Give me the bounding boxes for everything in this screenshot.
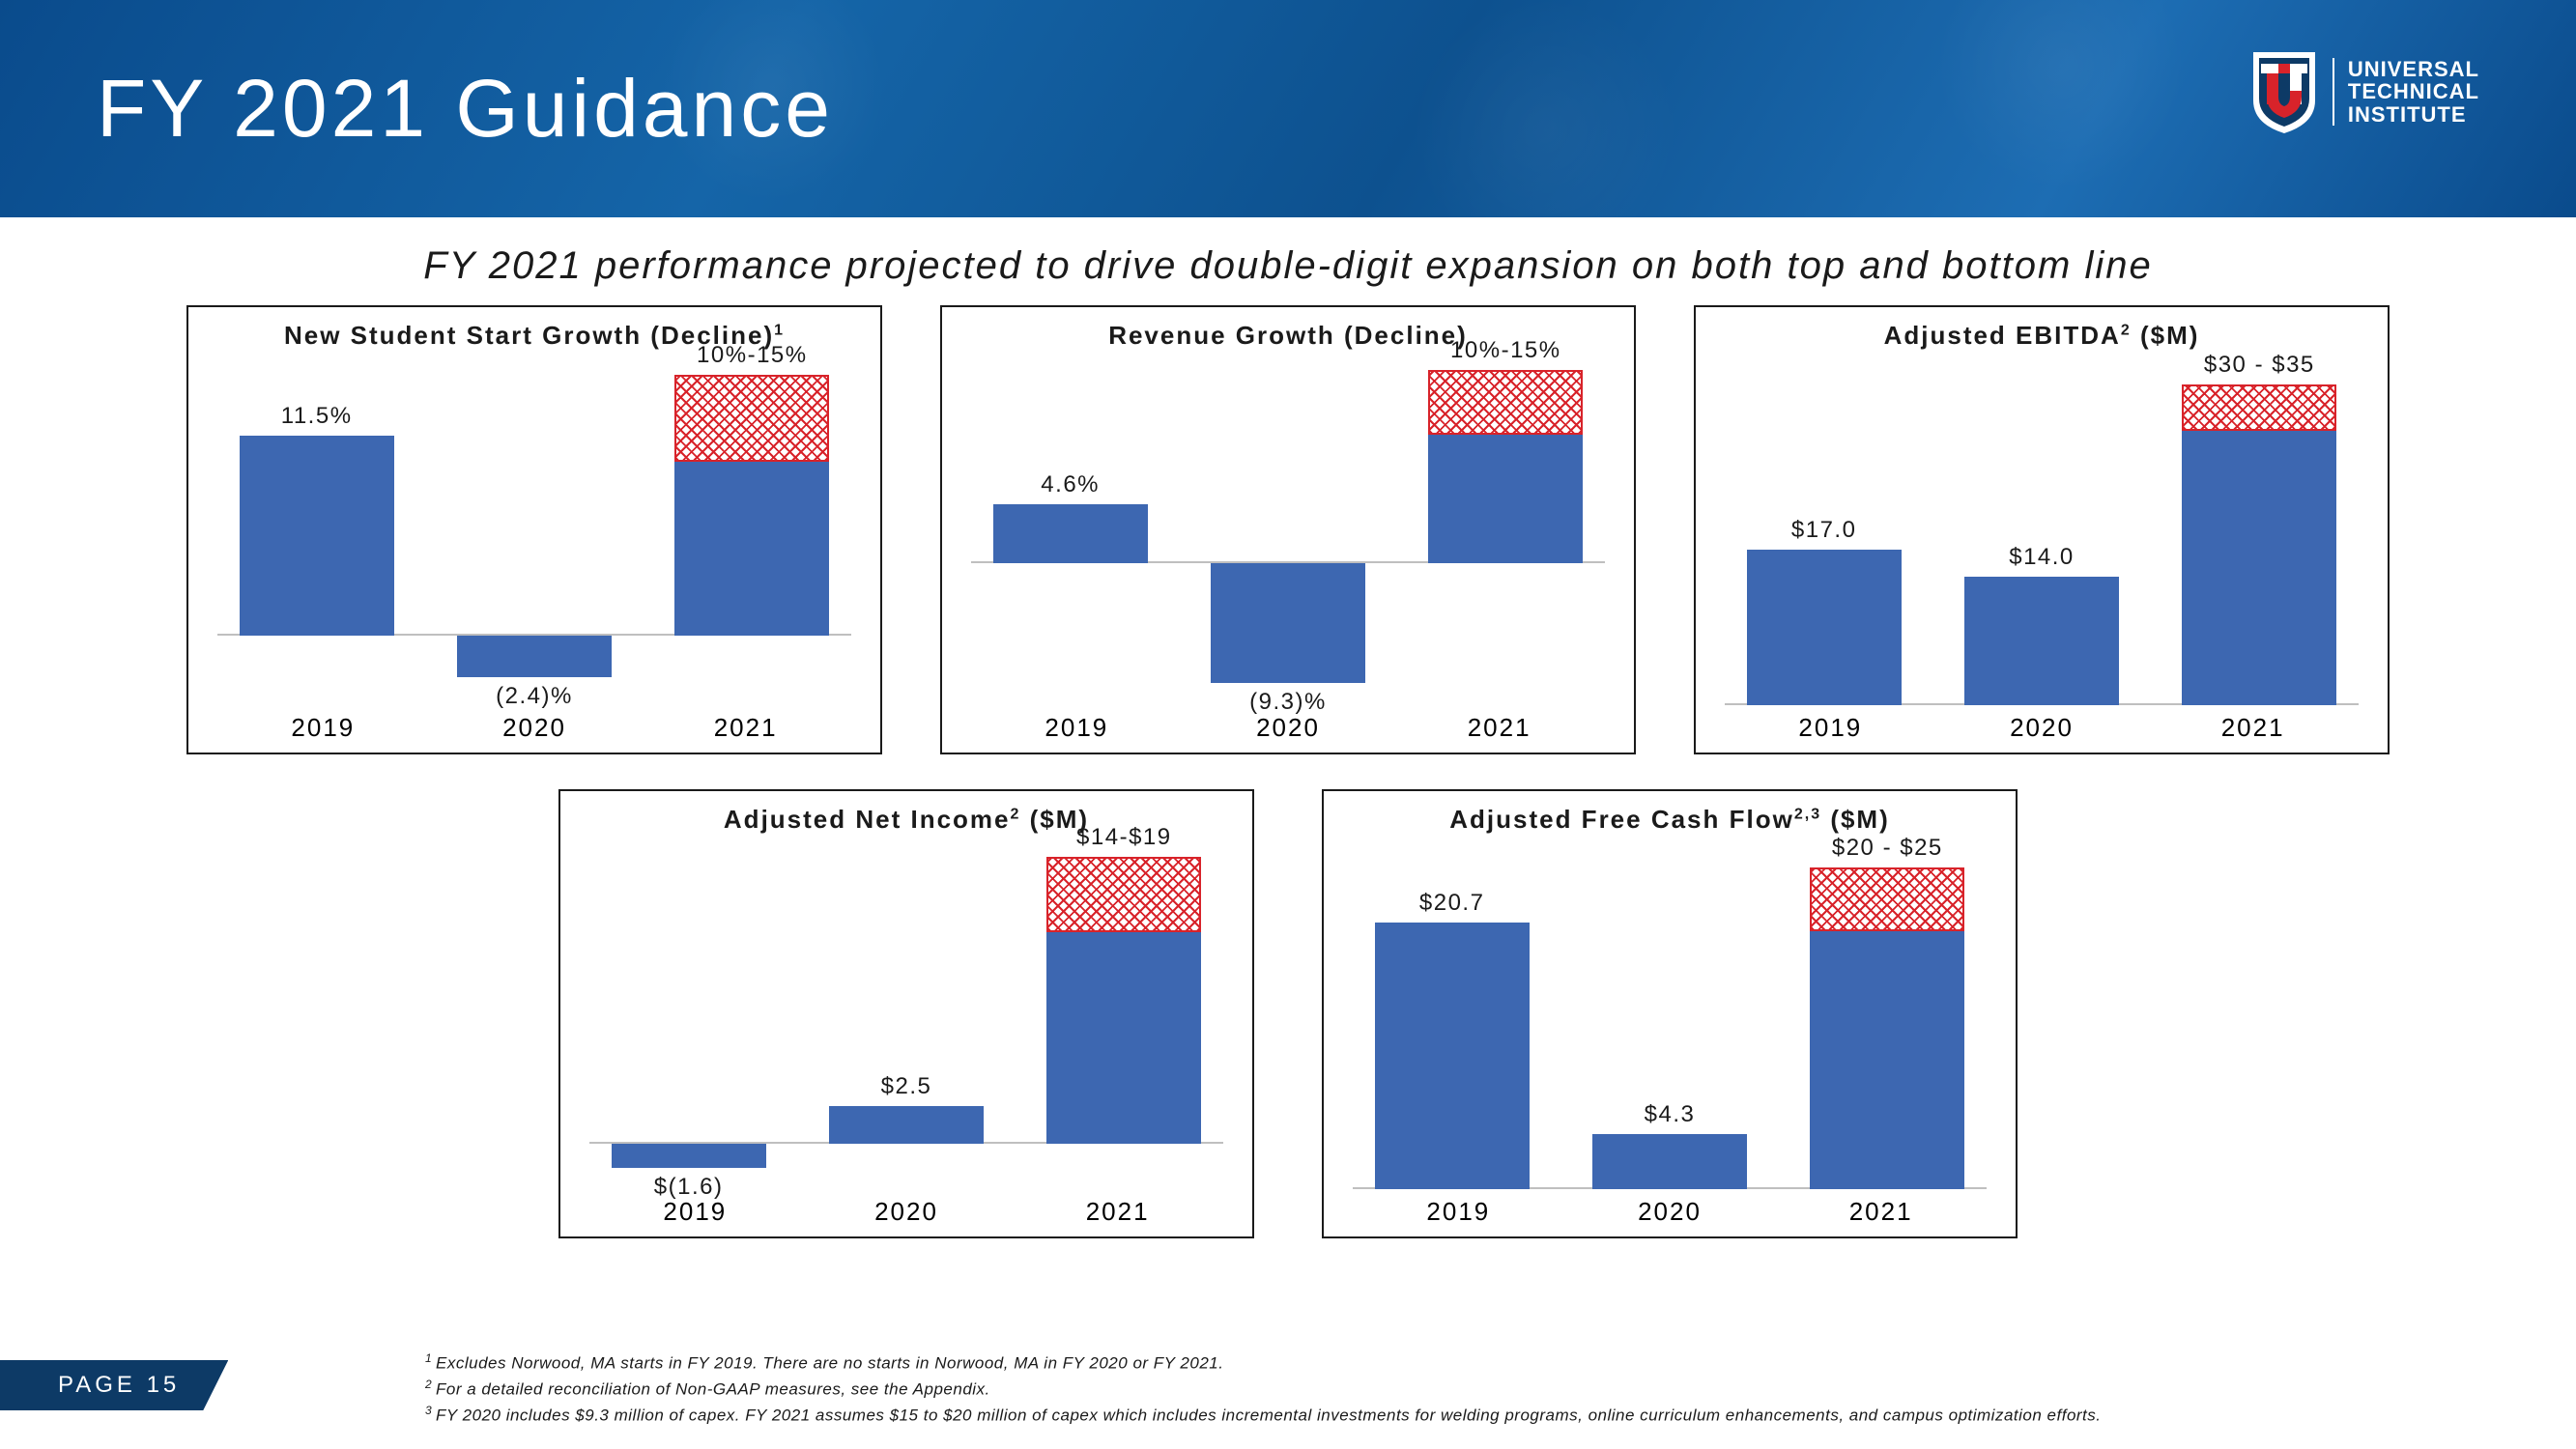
plot-area: $(1.6) $2.5 $14-$19 (580, 840, 1233, 1189)
bar-solid (1810, 931, 1964, 1189)
bar-value-label: 10%-15% (1399, 337, 1612, 364)
chart-adjusted-ebitda: Adjusted EBITDA2 ($M)$17.0$14.0$30 - $35… (1694, 305, 2390, 754)
bar-range (1046, 857, 1201, 932)
footnote-2: 2 For a detailed reconciliation of Non-G… (425, 1376, 2102, 1402)
x-label: 2020 (1256, 713, 1320, 743)
bar-range (1428, 370, 1583, 435)
plot-area: $17.0$14.0$30 - $35 (1715, 356, 2368, 705)
x-label: 2020 (2010, 713, 2074, 743)
logo-text: UNIVERSAL TECHNICAL INSTITUTE (2333, 58, 2479, 125)
bar-solid (993, 504, 1148, 563)
x-label: 2019 (663, 1197, 727, 1227)
x-label: 2021 (1468, 713, 1531, 743)
x-label: 2019 (291, 713, 355, 743)
x-label: 2019 (1798, 713, 1862, 743)
plot-area: 4.6% (9.3)% 10%-15% (961, 356, 1615, 705)
bar-solid (1428, 435, 1583, 563)
bar-value-label: 4.6% (964, 471, 1177, 498)
bar-value-label: $4.3 (1563, 1101, 1776, 1128)
bar-2020: $4.3 (1592, 841, 1747, 1189)
chart-adjusted-net-income: Adjusted Net Income2 ($M)$(1.6)$2.5$14-$… (558, 789, 1254, 1238)
footnotes: 1 Excludes Norwood, MA starts in FY 2019… (425, 1350, 2102, 1428)
bar-2019: $(1.6) (612, 841, 766, 1189)
x-label: 2019 (1045, 713, 1108, 743)
bar-2020: $2.5 (829, 841, 984, 1189)
logo-line1: UNIVERSAL (2348, 58, 2479, 80)
logo-shield-icon (2246, 48, 2323, 135)
bar-2021: 10%-15% (1428, 357, 1583, 705)
bar-solid (829, 1106, 984, 1144)
bar-solid (1592, 1134, 1747, 1189)
chart-revenue-growth: Revenue Growth (Decline)4.6%(9.3)%10%-15… (940, 305, 1636, 754)
bar-2019: $20.7 (1375, 841, 1530, 1189)
bar-2021: $30 - $35 (2182, 357, 2336, 705)
bar-value-label: $2.5 (800, 1073, 1013, 1100)
bar-2021: $20 - $25 (1810, 841, 1964, 1189)
x-axis-labels: 2019 2020 2021 (1343, 1189, 1996, 1227)
bar-2020: (9.3)% (1211, 357, 1365, 705)
bar-value-label: $14-$19 (1017, 824, 1230, 851)
bar-value-label: $20.7 (1346, 890, 1559, 917)
chart-new-student-start: New Student Start Growth (Decline)111.5%… (186, 305, 882, 754)
bar-2019: 4.6% (993, 357, 1148, 705)
x-label: 2019 (1426, 1197, 1490, 1227)
bar-solid (1964, 577, 2119, 705)
bar-value-label: 10%-15% (645, 342, 858, 369)
logo-line3: INSTITUTE (2348, 103, 2479, 126)
x-label: 2021 (1849, 1197, 1913, 1227)
chart-title: Adjusted Free Cash Flow2,3 ($M) (1343, 805, 1996, 835)
x-axis-labels: 2019 2020 2021 (208, 705, 861, 743)
bar-solid (1747, 550, 1902, 705)
bar-value-label: $14.0 (1935, 544, 2148, 571)
bar-2020: $14.0 (1964, 357, 2119, 705)
bar-value-label: (9.3)% (1182, 689, 1394, 716)
x-label: 2020 (502, 713, 566, 743)
bar-solid (674, 462, 829, 636)
bar-range (1810, 867, 1964, 932)
bar-value-label: 11.5% (211, 403, 423, 430)
bar-value-label: $(1.6) (583, 1174, 795, 1201)
bar-2020: (2.4)% (457, 357, 612, 705)
x-label: 2020 (874, 1197, 938, 1227)
bar-value-label: $17.0 (1718, 517, 1931, 544)
bar-range (2182, 384, 2336, 430)
x-axis-labels: 2019 2020 2021 (1715, 705, 2368, 743)
bar-2021: $14-$19 (1046, 841, 1201, 1189)
chart-title: Adjusted EBITDA2 ($M) (1715, 321, 2368, 351)
chart-adjusted-fcf: Adjusted Free Cash Flow2,3 ($M) $20.7 $4.3… (1322, 789, 2018, 1238)
x-label: 2020 (1638, 1197, 1702, 1227)
page-number: PAGE 15 (0, 1360, 228, 1410)
bar-solid (1375, 923, 1530, 1189)
x-label: 2021 (714, 713, 778, 743)
bar-solid (612, 1144, 766, 1168)
footnote-3: 3 FY 2020 includes $9.3 million of capex… (425, 1402, 2102, 1428)
bar-2021: 10%-15% (674, 357, 829, 705)
charts-row-2: Adjusted Net Income2 ($M)$(1.6)$2.5$14-$… (0, 789, 2576, 1238)
bar-value-label: (2.4)% (428, 683, 641, 710)
logo-line2: TECHNICAL (2348, 80, 2479, 102)
bar-2019: 11.5% (240, 357, 394, 705)
bar-range (674, 375, 829, 462)
header: FY 2021 Guidance UNIVERSAL TECHNICAL INS… (0, 0, 2576, 217)
plot-area: $20.7 $4.3 $20 - $25 (1343, 840, 1996, 1189)
bar-solid (1046, 932, 1201, 1144)
bar-value-label: $30 - $35 (2153, 352, 2365, 379)
x-label: 2021 (1086, 1197, 1150, 1227)
brand-logo: UNIVERSAL TECHNICAL INSTITUTE (2246, 48, 2479, 135)
bar-solid (1211, 563, 1365, 683)
bar-solid (240, 436, 394, 636)
footnote-1: 1 Excludes Norwood, MA starts in FY 2019… (425, 1350, 2102, 1376)
bar-2019: $17.0 (1747, 357, 1902, 705)
page-title: FY 2021 Guidance (97, 62, 834, 156)
bar-solid (457, 636, 612, 677)
bar-value-label: $20 - $25 (1781, 835, 1993, 862)
x-label: 2021 (2221, 713, 2285, 743)
charts-row-1: New Student Start Growth (Decline)111.5%… (0, 305, 2576, 754)
subtitle: FY 2021 performance projected to drive d… (0, 244, 2576, 288)
bar-solid (2182, 431, 2336, 705)
plot-area: 11.5% (2.4)% 10%-15% (208, 356, 861, 705)
